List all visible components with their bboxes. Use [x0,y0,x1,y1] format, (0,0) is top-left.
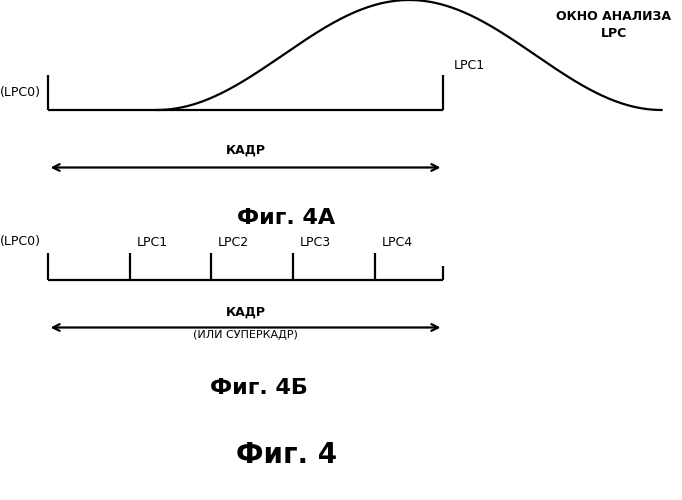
Text: ОКНО АНАЛИЗА
LPC: ОКНО АНАЛИЗА LPC [557,10,671,40]
Text: LPC3: LPC3 [300,236,331,248]
Text: (ИЛИ СУПЕРКАДР): (ИЛИ СУПЕРКАДР) [193,330,298,340]
Text: КАДР: КАДР [226,306,265,318]
Text: (LPC0): (LPC0) [0,236,41,248]
Text: (LPC0): (LPC0) [0,86,41,99]
Text: LPC1: LPC1 [136,236,168,248]
Text: Фиг. 4А: Фиг. 4А [237,208,336,228]
Text: КАДР: КАДР [226,144,265,156]
Text: LPC1: LPC1 [454,60,485,72]
Text: Фиг. 4: Фиг. 4 [236,441,337,469]
Text: LPC2: LPC2 [218,236,250,248]
Text: Фиг. 4Б: Фиг. 4Б [210,378,308,398]
Text: LPC4: LPC4 [382,236,413,248]
